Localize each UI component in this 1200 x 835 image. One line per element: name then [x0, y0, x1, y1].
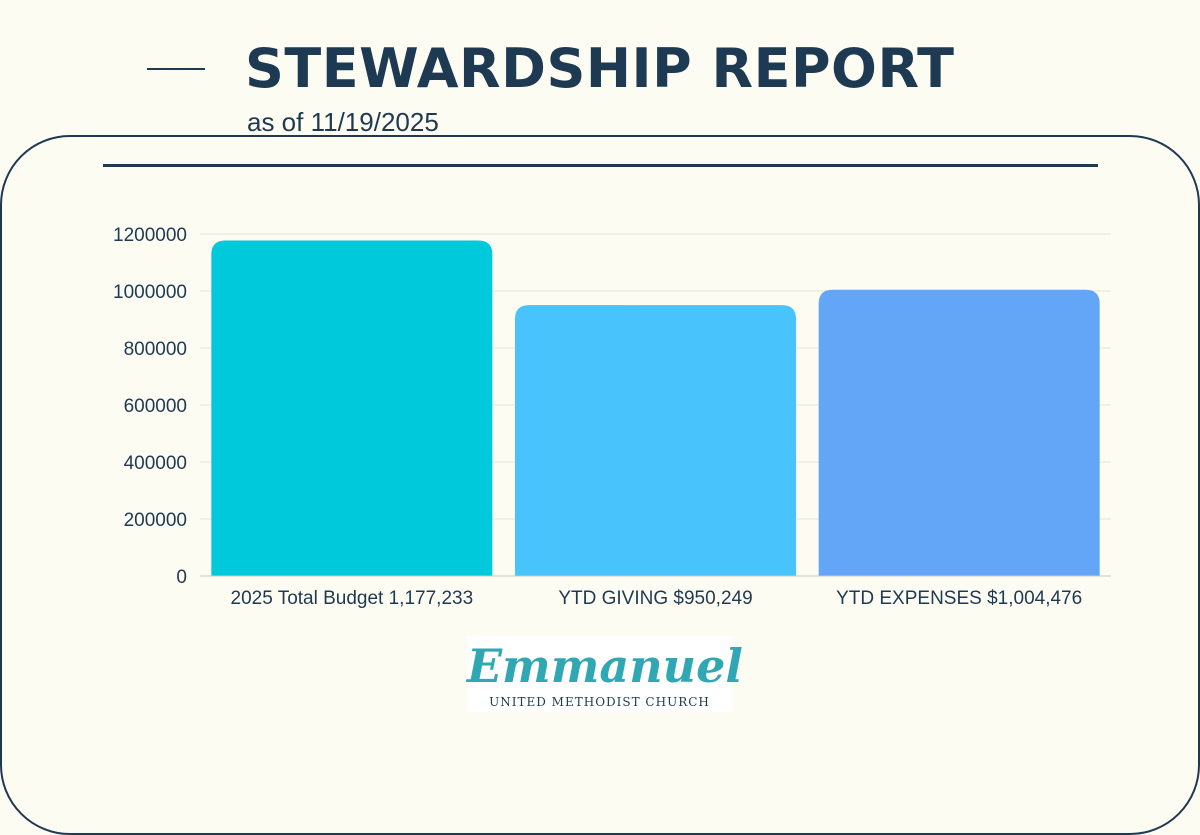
page-title: STEWARDSHIP REPORT — [245, 37, 955, 100]
y-tick-label: 1000000 — [113, 282, 187, 303]
church-logo: Emmanuel UNITED METHODIST CHURCH — [467, 636, 743, 712]
header-divider — [103, 164, 1098, 167]
y-tick-label: 1200000 — [113, 225, 187, 246]
logo-wordmark: Emmanuel — [467, 639, 743, 693]
report-date: as of 11/19/2025 — [247, 107, 439, 137]
y-tick-label: 0 — [176, 567, 187, 588]
bar-chart: 0 200000 400000 600000 800000 1000000 1200000 2… — [113, 225, 1111, 609]
bar — [515, 305, 796, 576]
y-tick-label: 400000 — [124, 453, 187, 474]
y-tick-label: 200000 — [124, 510, 187, 531]
logo-subtext: UNITED METHODIST CHURCH — [489, 695, 710, 709]
bar — [211, 240, 493, 577]
x-category-label: 2025 Total Budget 1,177,233 — [231, 588, 474, 609]
bar — [818, 289, 1100, 576]
y-tick-label: 600000 — [124, 396, 187, 417]
x-category-label: YTD EXPENSES $1,004,476 — [836, 588, 1082, 609]
y-tick-label: 800000 — [124, 339, 187, 360]
title-dash-decoration — [147, 68, 205, 70]
x-category-label: YTD GIVING $950,249 — [558, 588, 752, 609]
